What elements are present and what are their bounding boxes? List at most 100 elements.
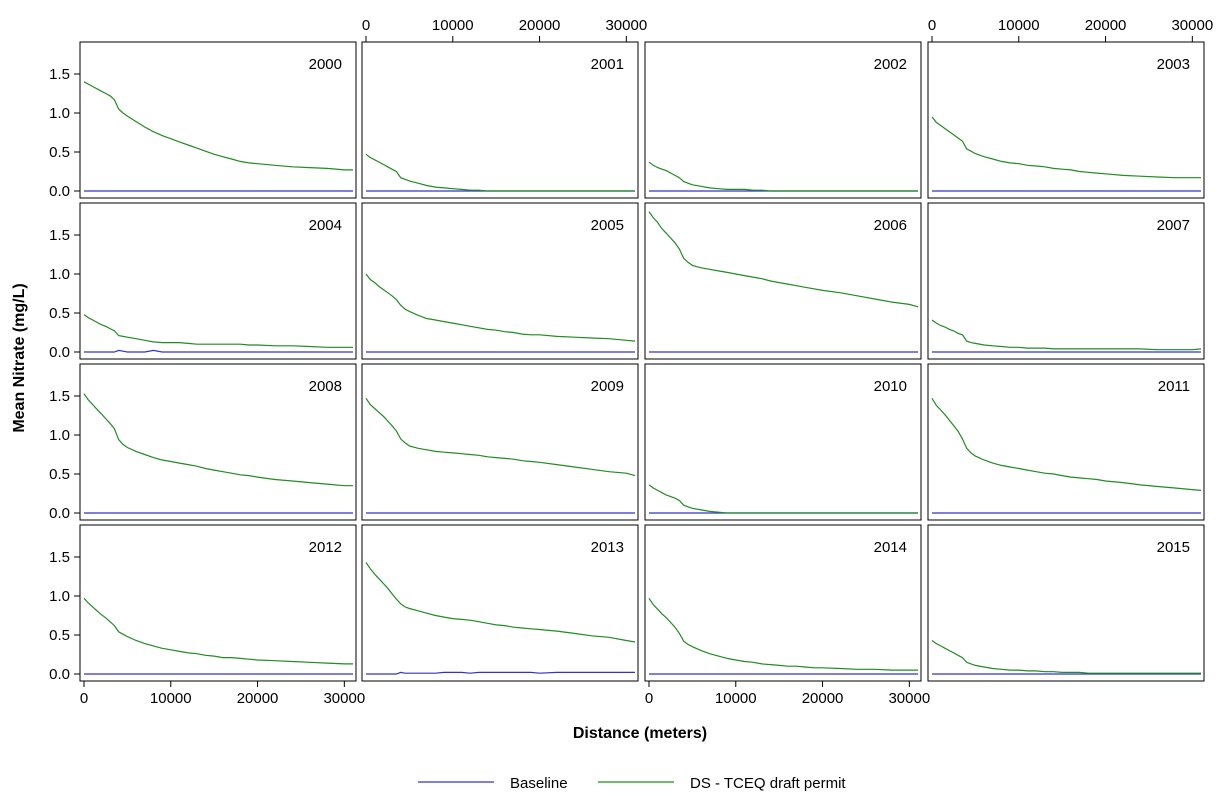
y-tick-label: 0.0 (49, 666, 70, 683)
x-axis-title: Distance (meters) (573, 725, 707, 742)
panel-label: 2015 (1157, 539, 1190, 556)
y-tick-label: 1.0 (49, 427, 70, 444)
y-tick-label: 1.0 (49, 105, 70, 122)
panel-2002: 2002 (644, 41, 922, 199)
series-line-ds-tceq (931, 319, 1202, 351)
panel-2004: 2004 (79, 202, 357, 360)
series-line-baseline (84, 349, 353, 353)
panel-2003: 2003 (927, 41, 1205, 199)
x-tick-label: 10000 (715, 690, 757, 707)
series-line-ds-tceq (931, 116, 1201, 179)
series-line-ds-tceq (648, 211, 919, 308)
y-tick-label: 0.0 (49, 183, 70, 200)
panel-label: 2005 (591, 217, 624, 234)
series-line-ds-tceq (648, 484, 918, 514)
panel-label: 2012 (309, 539, 342, 556)
panel-frame (361, 363, 639, 521)
series-line-ds-tceq (365, 397, 636, 477)
x-tick-label: 30000 (888, 690, 930, 707)
panel-2015: 2015 (927, 524, 1205, 682)
x-tick-label: 20000 (802, 690, 844, 707)
panel-frame (79, 202, 357, 360)
panel-label: 2004 (309, 217, 342, 234)
x-tick-label: 30000 (605, 17, 647, 34)
panel-label: 2014 (874, 539, 907, 556)
series-line-ds-tceq (365, 273, 636, 342)
panel-frame (361, 41, 639, 199)
x-tick-label: 10000 (150, 690, 192, 707)
panel-2008: 2008 (79, 363, 357, 521)
legend: Baseline DS - TCEQ draft permit (418, 775, 846, 792)
panels-layer: 2000 2001 2002 2003 2004 2005 2006 2007 2008 2009… (79, 41, 1205, 682)
panel-frame (79, 363, 357, 521)
panel-frame (644, 202, 922, 360)
panel-2007: 2007 (927, 202, 1205, 360)
series-line-ds-tceq (83, 393, 353, 487)
panel-frame (644, 41, 922, 199)
y-tick-label: 1.5 (49, 549, 70, 566)
panel-frame (927, 524, 1205, 682)
x-tick-label: 0 (80, 690, 88, 707)
y-tick-label: 1.5 (49, 66, 70, 83)
panel-label: 2009 (591, 378, 624, 395)
series-line-baseline (366, 671, 635, 675)
panel-label: 2008 (309, 378, 342, 395)
panel-2012: 2012 (79, 524, 357, 682)
series-line-ds-tceq (83, 314, 353, 348)
legend-baseline-label: Baseline (510, 775, 568, 792)
panel-frame (644, 524, 922, 682)
y-tick-label: 1.5 (49, 388, 70, 405)
panel-frame (79, 41, 357, 199)
panel-frame (361, 202, 639, 360)
panel-2005: 2005 (361, 202, 639, 360)
panel-label: 2002 (874, 56, 907, 73)
panel-2001: 2001 (361, 41, 639, 199)
panel-frame (361, 524, 639, 682)
x-tick-label: 20000 (237, 690, 279, 707)
panel-label: 2011 (1158, 378, 1190, 395)
panel-2014: 2014 (644, 524, 922, 682)
y-tick-label: 0.5 (49, 627, 70, 644)
panel-2011: 2011 (927, 363, 1205, 521)
x-tick-label: 0 (928, 17, 936, 34)
panel-2013: 2013 (361, 524, 639, 682)
y-axis-title: Mean Nitrate (mg/L) (11, 283, 28, 432)
y-tick-label: 0.0 (49, 344, 70, 361)
axes-layer: 0.0 0.5 1.0 1.5 0.0 0.5 1.0 1.5 0.0 0.5 1.0 1.5 0.0 0… (49, 17, 1213, 707)
x-tick-label: 20000 (1085, 17, 1127, 34)
legend-ds-label: DS - TCEQ draft permit (690, 775, 846, 792)
y-tick-label: 0.5 (49, 144, 70, 161)
y-tick-label: 1.0 (49, 266, 70, 283)
panel-2009: 2009 (361, 363, 639, 521)
panel-label: 2003 (1157, 56, 1190, 73)
panel-label: 2001 (591, 56, 624, 73)
series-line-ds-tceq (648, 161, 918, 192)
y-tick-label: 1.5 (49, 227, 70, 244)
series-line-ds-tceq (648, 597, 918, 671)
panel-label: 2007 (1157, 217, 1190, 234)
panel-frame (927, 363, 1205, 521)
x-tick-label: 30000 (1171, 17, 1213, 34)
series-line-ds-tceq (83, 597, 353, 665)
series-line-ds-tceq (365, 562, 636, 643)
series-line-ds-tceq (365, 153, 635, 192)
x-tick-label: 0 (645, 690, 653, 707)
x-tick-label: 10000 (432, 17, 474, 34)
y-tick-label: 0.0 (49, 505, 70, 522)
y-tick-label: 0.5 (49, 305, 70, 322)
x-tick-label: 0 (362, 17, 370, 34)
panel-frame (79, 524, 357, 682)
series-line-ds-tceq (931, 640, 1201, 674)
x-tick-label: 30000 (323, 690, 365, 707)
panel-frame (927, 202, 1205, 360)
panel-2006: 2006 (644, 202, 922, 360)
series-line-ds-tceq (931, 397, 1202, 491)
y-tick-label: 1.0 (49, 588, 70, 605)
panel-frame (644, 363, 922, 521)
panel-label: 2010 (874, 378, 907, 395)
x-tick-label: 20000 (519, 17, 561, 34)
x-tick-label: 10000 (998, 17, 1040, 34)
y-tick-label: 0.5 (49, 466, 70, 483)
panel-label: 2013 (591, 539, 624, 556)
